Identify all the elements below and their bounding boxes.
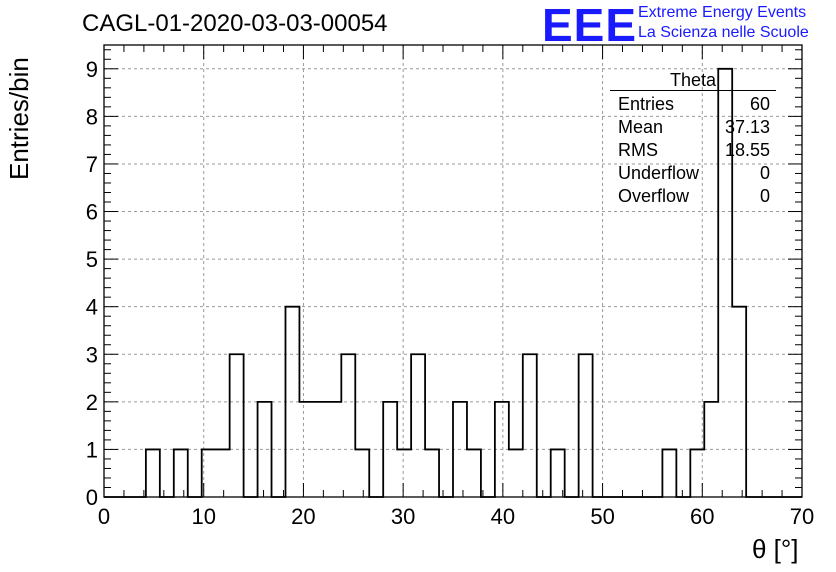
stats-value: 0 xyxy=(759,186,770,206)
histogram-series xyxy=(104,67,802,498)
eee-logo: EEE xyxy=(542,0,638,51)
plot-title: CAGL-01-2020-03-03-00054 xyxy=(82,10,388,37)
histogram-bin xyxy=(495,402,509,497)
y-tick-label: 1 xyxy=(86,437,98,462)
histogram-bin xyxy=(690,449,704,497)
histogram-bin xyxy=(523,354,537,497)
y-tick-label: 8 xyxy=(86,104,98,129)
y-axis-label: Entries/bin xyxy=(4,57,34,180)
histogram-bin xyxy=(327,402,341,497)
stats-divider xyxy=(610,90,776,91)
stats-row-underflow: Underflow 0 xyxy=(610,162,776,185)
stats-label: Mean xyxy=(618,117,664,137)
stats-label: Underflow xyxy=(618,163,700,183)
stats-value: 0 xyxy=(759,163,770,183)
y-tick-label: 7 xyxy=(86,152,98,177)
y-tick-label: 5 xyxy=(86,247,98,272)
stats-title: Theta xyxy=(669,70,717,90)
logo-subtitle-1: Extreme Energy Events xyxy=(638,4,807,21)
y-tick-label: 0 xyxy=(86,485,98,510)
histogram-bin xyxy=(411,354,425,497)
stats-row-mean: Mean 37.13 xyxy=(610,116,776,139)
histogram-bin xyxy=(341,354,355,497)
stats-value: 18.55 xyxy=(724,140,770,160)
x-tick-label: 30 xyxy=(391,504,415,529)
stats-label: RMS xyxy=(618,140,658,160)
y-tick-label: 4 xyxy=(86,295,98,320)
x-tick-label: 60 xyxy=(690,504,714,529)
y-tick-label: 2 xyxy=(86,390,98,415)
histogram-bin xyxy=(383,402,397,497)
histogram-bin xyxy=(258,402,272,497)
x-tick-label: 50 xyxy=(590,504,614,529)
histogram-bin xyxy=(230,354,244,497)
x-tick-label: 0 xyxy=(98,504,110,529)
histogram-bin xyxy=(146,449,160,497)
histogram-bin xyxy=(285,307,299,497)
histogram-bin xyxy=(732,307,746,497)
histogram-bin xyxy=(313,402,327,497)
histogram-bin xyxy=(174,449,188,497)
histogram-bin xyxy=(704,402,718,497)
histogram-bin xyxy=(662,449,676,497)
histogram-bin xyxy=(397,449,411,497)
stats-value: 60 xyxy=(749,94,770,114)
logo-subtitle-2: La Scienza nelle Scuole xyxy=(638,24,809,41)
x-tick-label: 40 xyxy=(491,504,515,529)
histogram-bin xyxy=(467,449,481,497)
histogram-bin xyxy=(202,449,216,497)
stats-row-rms: RMS 18.55 xyxy=(610,139,776,162)
x-axis-label: θ [°] xyxy=(752,534,799,564)
y-tick-label: 6 xyxy=(86,200,98,225)
histogram-bin xyxy=(551,449,565,497)
x-tick-label: 20 xyxy=(291,504,315,529)
stats-label: Overflow xyxy=(618,186,690,206)
x-tick-label: 70 xyxy=(790,504,814,529)
histogram-bin xyxy=(453,402,467,497)
histogram-bin xyxy=(355,449,369,497)
y-tick-label: 3 xyxy=(86,342,98,367)
histogram-bin xyxy=(579,354,593,497)
y-tick-label: 9 xyxy=(86,57,98,82)
histogram-bin xyxy=(216,449,230,497)
stats-box: Theta Entries 60 Mean 37.13 RMS 18.55 Un… xyxy=(610,70,776,208)
stats-label: Entries xyxy=(618,94,675,114)
histogram-bin xyxy=(425,449,439,497)
stats-row-overflow: Overflow 0 xyxy=(610,185,776,208)
x-tick-label: 10 xyxy=(191,504,215,529)
histogram-bin xyxy=(509,449,523,497)
stats-value: 37.13 xyxy=(724,117,770,137)
histogram-bin xyxy=(299,402,313,497)
stats-row-entries: Entries 60 xyxy=(610,93,776,116)
